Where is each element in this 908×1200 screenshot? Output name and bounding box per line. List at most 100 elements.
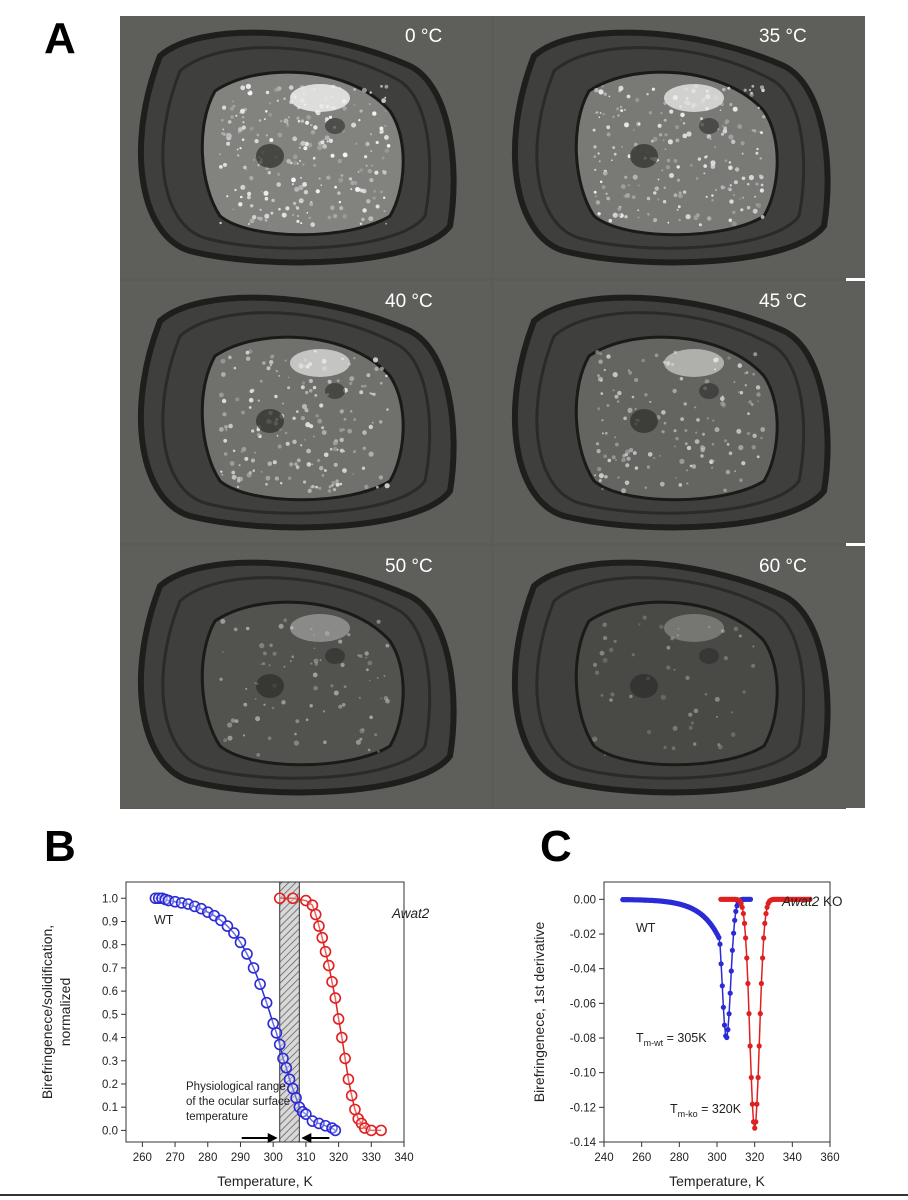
birefringence-speck bbox=[269, 138, 274, 143]
birefringence-speck bbox=[332, 440, 338, 446]
birefringence-speck bbox=[234, 719, 239, 723]
derivative-point bbox=[741, 920, 748, 926]
birefringence-speck bbox=[240, 184, 246, 190]
birefringence-speck bbox=[259, 643, 265, 649]
birefringence-speck bbox=[686, 131, 692, 137]
y-tick-label: 0.9 bbox=[102, 916, 118, 928]
derivative-chart: 240 260 280 300 320 340 360 0.00 -0.02 -0.04 -0.06… bbox=[531, 881, 843, 1189]
birefringence-speck bbox=[264, 196, 269, 201]
annotation-value: = 305K bbox=[663, 1031, 707, 1045]
birefringence-speck bbox=[384, 135, 389, 140]
birefringence-speck bbox=[647, 730, 652, 735]
birefringence-speck bbox=[597, 374, 600, 377]
birefringence-speck bbox=[594, 112, 597, 114]
birefringence-speck bbox=[704, 692, 708, 696]
birefringence-speck bbox=[738, 634, 742, 638]
birefringence-speck bbox=[705, 195, 708, 198]
birefringence-speck bbox=[361, 728, 365, 731]
x-tick-label: 340 bbox=[394, 1152, 413, 1164]
birefringence-speck bbox=[685, 675, 690, 680]
birefringence-speck bbox=[741, 176, 746, 181]
birefringence-speck bbox=[293, 201, 297, 205]
birefringence-speck bbox=[276, 99, 279, 102]
birefringence-speck bbox=[720, 396, 725, 401]
birefringence-speck bbox=[231, 474, 237, 480]
birefringence-speck bbox=[606, 354, 611, 359]
birefringence-speck bbox=[598, 89, 604, 95]
birefringence-speck bbox=[252, 469, 256, 472]
birefringence-speck bbox=[312, 672, 318, 678]
birefringence-speck bbox=[245, 350, 250, 355]
birefringence-speck bbox=[711, 194, 714, 197]
birefringence-speck bbox=[739, 198, 741, 200]
birefringence-speck bbox=[653, 218, 658, 223]
birefringence-speck bbox=[292, 416, 296, 420]
birefringence-speck bbox=[723, 656, 728, 661]
birefringence-speck bbox=[326, 140, 329, 143]
birefringence-speck bbox=[343, 685, 347, 689]
birefringence-speck bbox=[707, 216, 712, 221]
birefringence-speck bbox=[309, 704, 313, 708]
birefringence-speck bbox=[592, 128, 596, 132]
birefringence-speck bbox=[368, 424, 373, 430]
birefringence-speck bbox=[285, 206, 290, 211]
bright-cluster bbox=[664, 84, 724, 112]
birefringence-speck bbox=[301, 381, 305, 385]
birefringence-speck bbox=[306, 211, 309, 214]
birefringence-speck bbox=[624, 122, 629, 128]
birefringence-speck bbox=[632, 451, 637, 455]
birefringence-speck bbox=[266, 366, 271, 371]
birefringence-speck bbox=[286, 124, 290, 128]
data-point bbox=[336, 1031, 348, 1044]
birefringence-speck bbox=[728, 451, 733, 456]
birefringence-speck bbox=[277, 132, 283, 138]
birefringence-speck bbox=[366, 668, 369, 672]
derivative-point bbox=[740, 911, 746, 917]
birefringence-speck bbox=[275, 369, 279, 373]
y-tick-label: -0.02 bbox=[570, 929, 596, 941]
birefringence-speck bbox=[606, 196, 611, 201]
birefringence-speck bbox=[379, 366, 384, 371]
birefringence-speck bbox=[363, 384, 367, 388]
birefringence-speck bbox=[665, 165, 671, 170]
birefringence-speck bbox=[252, 215, 257, 220]
x-tick-label: 320 bbox=[745, 1152, 764, 1164]
birefringence-speck bbox=[320, 140, 325, 145]
micrograph-tile bbox=[494, 281, 865, 543]
birefringence-speck bbox=[751, 84, 755, 88]
birefringence-speck bbox=[219, 221, 222, 225]
birefringence-speck bbox=[675, 477, 677, 479]
data-point bbox=[319, 1119, 332, 1132]
birefringence-speck bbox=[348, 177, 353, 181]
birefringence-speck bbox=[700, 445, 705, 450]
birefringence-speck bbox=[684, 442, 688, 446]
birefringence-speck bbox=[299, 160, 302, 162]
birefringence-speck bbox=[278, 207, 281, 211]
birefringence-speck bbox=[377, 750, 380, 753]
birefringence-speck bbox=[750, 403, 754, 406]
birefringence-speck bbox=[361, 87, 367, 93]
panel-a-label: A bbox=[44, 14, 76, 63]
birefringence-speck bbox=[247, 195, 251, 200]
birefringence-speck bbox=[289, 660, 292, 662]
birefringence-speck bbox=[226, 195, 229, 198]
birefringence-speck bbox=[330, 153, 335, 158]
data-point bbox=[322, 959, 335, 972]
birefringence-speck bbox=[758, 131, 761, 133]
birefringence-speck bbox=[338, 639, 343, 644]
birefringence-speck bbox=[372, 357, 379, 363]
x-tick-label: 300 bbox=[707, 1152, 726, 1164]
peak-annotation: Tm-wt = 305K bbox=[636, 1031, 707, 1048]
birefringence-speck bbox=[313, 435, 315, 438]
birefringence-speck bbox=[380, 697, 382, 700]
data-point bbox=[182, 898, 194, 910]
birefringence-speck bbox=[235, 114, 238, 117]
data-point bbox=[273, 1038, 286, 1051]
birefringence-speck bbox=[355, 142, 358, 145]
birefringence-speck bbox=[333, 690, 339, 696]
birefringence-speck bbox=[353, 357, 356, 360]
birefringence-speck bbox=[337, 191, 341, 195]
birefringence-speck bbox=[737, 124, 743, 129]
birefringence-speck bbox=[598, 359, 603, 364]
birefringence-speck bbox=[300, 416, 305, 421]
